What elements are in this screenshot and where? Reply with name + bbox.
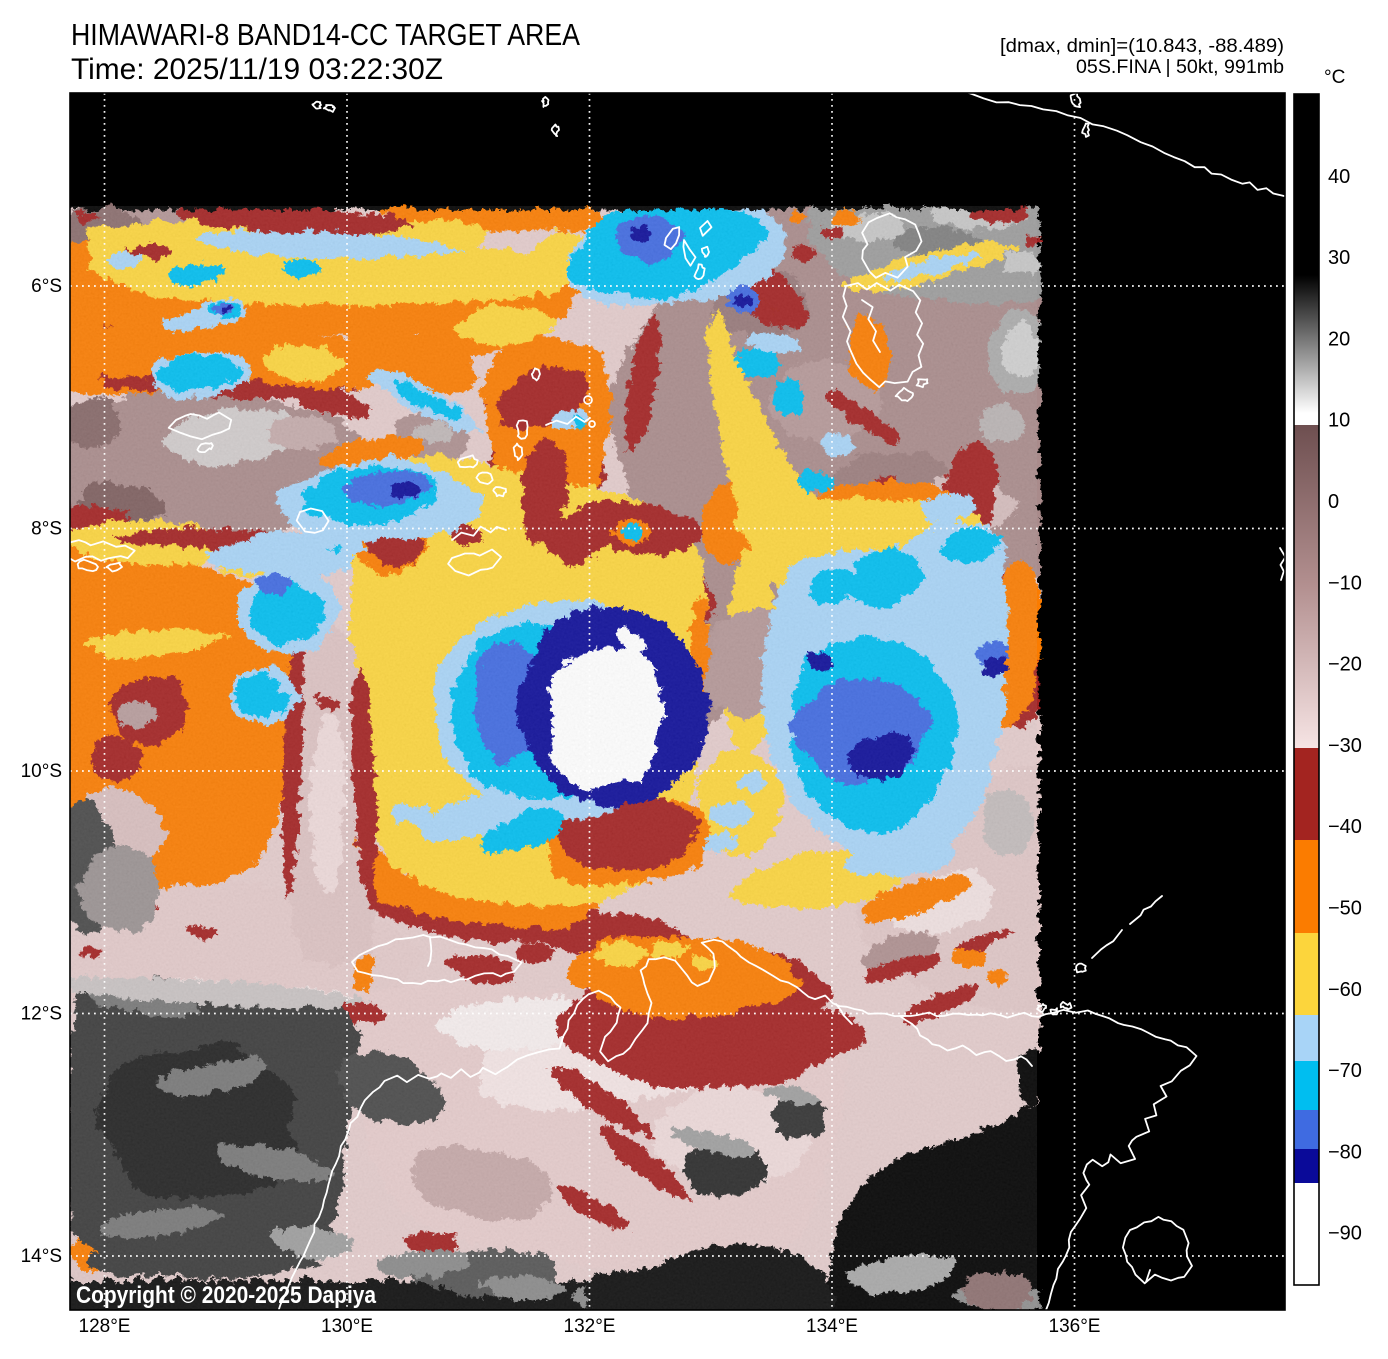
svg-text:−40: −40	[1328, 816, 1362, 838]
svg-text:−30: −30	[1328, 735, 1362, 757]
svg-text:Copyright © 2020-2025 Dapiya: Copyright © 2020-2025 Dapiya	[76, 1282, 377, 1309]
svg-text:05S.FINA | 50kt, 991mb: 05S.FINA | 50kt, 991mb	[1076, 57, 1284, 78]
svg-text:10°S: 10°S	[21, 761, 62, 782]
svg-text:134°E: 134°E	[806, 1316, 858, 1337]
svg-text:12°S: 12°S	[21, 1004, 62, 1025]
svg-text:128°E: 128°E	[79, 1316, 131, 1337]
svg-text:8°S: 8°S	[31, 519, 62, 540]
svg-text:−60: −60	[1328, 979, 1362, 1001]
svg-text:0: 0	[1328, 491, 1339, 513]
svg-text:20: 20	[1328, 328, 1350, 350]
svg-text:−70: −70	[1328, 1060, 1362, 1082]
svg-text:−90: −90	[1328, 1223, 1362, 1245]
svg-text:−80: −80	[1328, 1141, 1362, 1163]
svg-text:30: 30	[1328, 247, 1350, 269]
svg-text:HIMAWARI-8 BAND14-CC TARGET AR: HIMAWARI-8 BAND14-CC TARGET AREA	[71, 17, 580, 52]
svg-text:10: 10	[1328, 410, 1350, 432]
svg-text:[dmax, dmin]=(10.843, -88.489): [dmax, dmin]=(10.843, -88.489)	[1000, 36, 1284, 57]
svg-text:14°S: 14°S	[21, 1246, 62, 1267]
svg-text:−50: −50	[1328, 897, 1362, 919]
svg-text:130°E: 130°E	[321, 1316, 373, 1337]
svg-text:136°E: 136°E	[1049, 1316, 1101, 1337]
svg-text:−10: −10	[1328, 572, 1362, 594]
svg-text:°C: °C	[1324, 67, 1345, 88]
svg-text:−20: −20	[1328, 654, 1362, 676]
svg-text:132°E: 132°E	[564, 1316, 616, 1337]
svg-text:Time: 2025/11/19 03:22:30Z: Time: 2025/11/19 03:22:30Z	[71, 53, 443, 86]
svg-text:40: 40	[1328, 166, 1350, 188]
svg-text:6°S: 6°S	[31, 276, 62, 297]
